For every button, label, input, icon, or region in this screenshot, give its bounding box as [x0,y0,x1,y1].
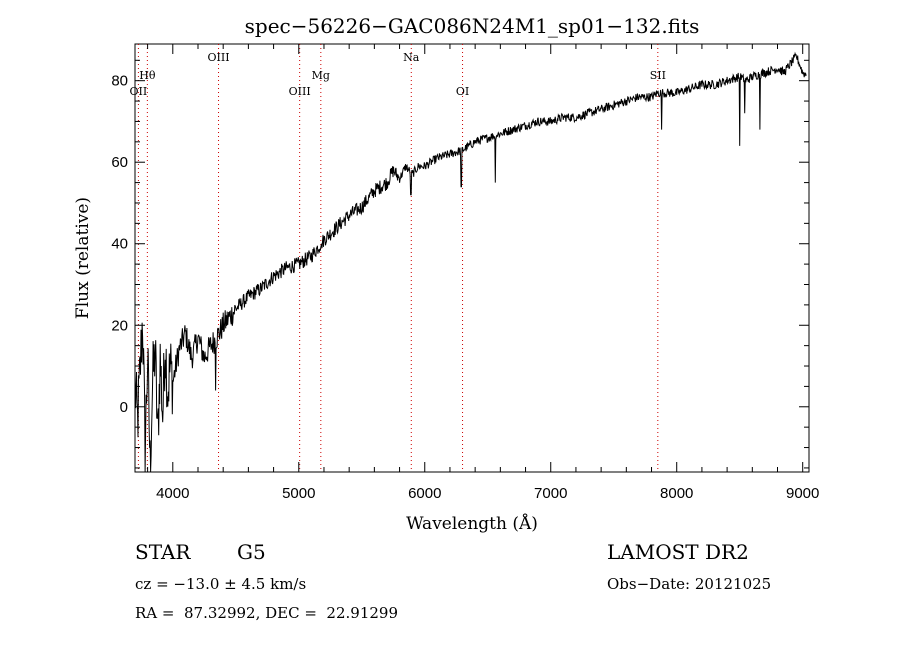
axis-ticks: 4000 5000 6000 7000 8000 9000 0 20 40 60 80 [111,44,819,502]
chart-title: spec−56226−GAC086N24M1_sp01−132.fits [245,14,700,38]
object-subclass: G5 [237,540,266,564]
plot-frame [134,43,810,473]
y-tick-label: 60 [111,154,128,171]
x-axis-label: Wavelength (Å) [406,513,538,534]
line-marker-label: Na [403,51,420,64]
y-axis-label: Flux (relative) [73,197,93,319]
x-tick-label: 9000 [786,485,819,502]
y-tick-label: 40 [111,236,128,253]
x-tick-label: 8000 [660,485,693,502]
line-marker-label: SII [650,69,666,82]
x-tick-label: 4000 [156,485,189,502]
line-marker-label: OII [130,85,148,98]
sky-coordinates: RA = 87.32992, DEC = 22.91299 [135,604,399,622]
spectrum-line [134,51,807,473]
x-tick-label: 7000 [534,485,567,502]
observation-date: Obs−Date: 20121025 [607,575,772,593]
y-tick-label: 80 [111,73,128,90]
line-marker-label: Hθ [139,69,156,82]
survey-name: LAMOST DR2 [607,540,749,564]
y-tick-label: 20 [111,317,128,334]
object-class: STAR [135,540,191,564]
redshift-velocity: cz = −13.0 ± 4.5 km/s [135,575,307,593]
line-marker-label: OIII [207,51,229,64]
x-tick-label: 6000 [408,485,441,502]
x-tick-label: 5000 [282,485,315,502]
y-tick-label: 0 [120,399,128,416]
line-marker-label: Mg [312,69,330,82]
line-marker-label: OIII [289,85,311,98]
line-marker-label: OI [456,85,469,98]
